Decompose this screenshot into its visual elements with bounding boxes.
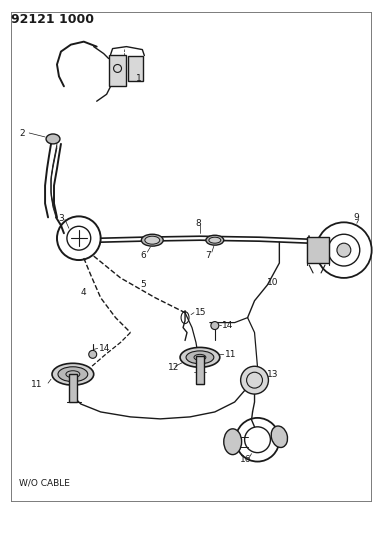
Circle shape (89, 350, 97, 358)
Bar (307, 237, 329, 263)
Text: 15: 15 (195, 308, 206, 317)
Circle shape (337, 243, 351, 257)
Text: 2: 2 (19, 130, 25, 139)
Ellipse shape (145, 236, 160, 244)
Text: W/O CABLE: W/O CABLE (19, 479, 70, 488)
Text: 13: 13 (267, 370, 279, 379)
Circle shape (211, 321, 219, 329)
Text: 6: 6 (140, 251, 146, 260)
Ellipse shape (180, 348, 220, 367)
Ellipse shape (209, 237, 221, 243)
Ellipse shape (224, 429, 242, 455)
Text: 11: 11 (31, 379, 43, 389)
Ellipse shape (271, 426, 288, 448)
Text: 11: 11 (225, 350, 236, 359)
Bar (128, 55, 143, 82)
Text: 5: 5 (140, 280, 146, 289)
Text: 92121 1000: 92121 1000 (11, 13, 94, 26)
Text: 9: 9 (354, 213, 359, 222)
Ellipse shape (141, 234, 163, 246)
Text: 3: 3 (58, 214, 64, 223)
Text: 4: 4 (81, 288, 86, 297)
Text: 12: 12 (168, 363, 180, 372)
Ellipse shape (186, 351, 214, 364)
Ellipse shape (206, 235, 224, 245)
Ellipse shape (46, 134, 60, 144)
Text: 8: 8 (195, 219, 201, 228)
Bar (108, 54, 126, 86)
Text: 14: 14 (99, 344, 110, 353)
Bar (196, 357, 204, 384)
Text: 16: 16 (240, 455, 251, 464)
Text: 14: 14 (222, 321, 233, 330)
Circle shape (241, 366, 269, 394)
Bar (69, 374, 77, 402)
Ellipse shape (52, 364, 94, 385)
Text: 7: 7 (205, 251, 210, 260)
Text: 1: 1 (136, 74, 142, 83)
Ellipse shape (58, 367, 88, 382)
Text: 10: 10 (267, 278, 279, 287)
